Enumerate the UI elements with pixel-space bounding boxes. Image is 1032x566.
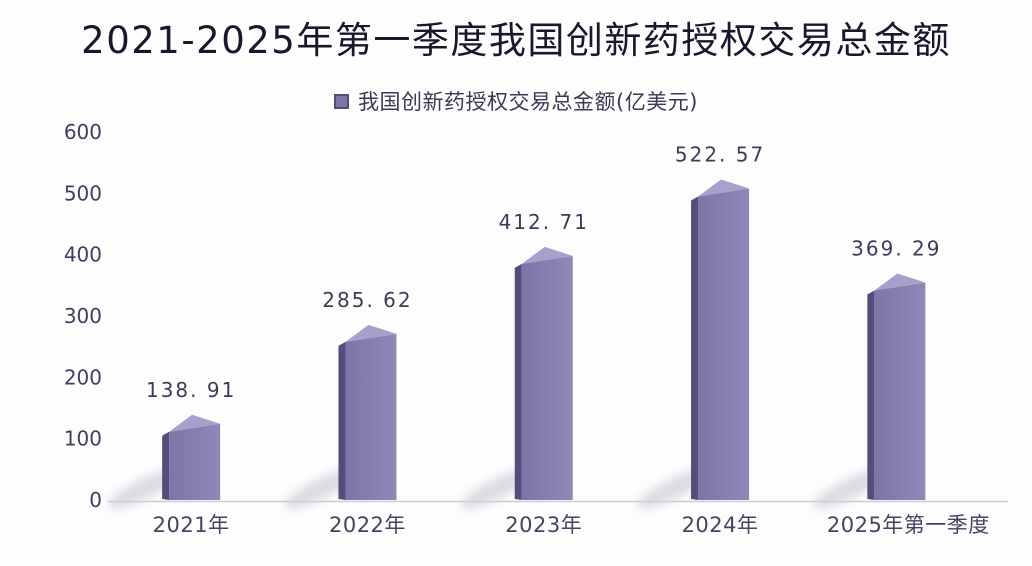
bar-3d — [338, 324, 397, 500]
bar-front-face — [698, 188, 750, 500]
y-tick-label: 0 — [89, 488, 102, 512]
bar-side-face — [162, 431, 170, 500]
y-tick-label: 400 — [64, 243, 102, 267]
legend-swatch-icon — [334, 93, 350, 109]
bar-top-face — [345, 324, 397, 342]
bar-3d — [514, 246, 573, 500]
bar-top-face — [698, 179, 750, 197]
bar-front-face — [345, 333, 397, 500]
bar-3d — [162, 414, 221, 500]
bar-front-face — [874, 282, 926, 500]
bar-value-label: 138. 91 — [146, 378, 236, 402]
x-category-label: 2025年第一季度 — [827, 513, 990, 537]
chart-legend: 我国创新药授权交易总金额(亿美元) — [0, 86, 1032, 116]
bar-value-label: 522. 57 — [675, 142, 765, 166]
bar-3d — [867, 273, 926, 500]
bar-value-label: 369. 29 — [851, 237, 941, 261]
bar-front-face — [169, 423, 221, 500]
bar-top-face — [521, 246, 573, 264]
legend-label: 我国创新药授权交易总金额(亿美元) — [358, 90, 698, 114]
chart-title: 2021-2025年第一季度我国创新药授权交易总金额 — [81, 19, 951, 62]
bar-top-face — [169, 414, 221, 432]
x-category-label: 2021年 — [153, 513, 230, 537]
y-tick-label: 200 — [64, 365, 102, 389]
y-tick-label: 100 — [64, 427, 102, 451]
bar-side-face — [867, 290, 875, 500]
bar-value-label: 285. 62 — [322, 288, 412, 312]
x-category-label: 2024年 — [682, 513, 759, 537]
y-tick-label: 300 — [64, 304, 102, 328]
x-category-label: 2023年 — [505, 513, 582, 537]
bar-side-face — [338, 341, 346, 500]
bar-3d — [691, 179, 750, 500]
y-tick-label: 600 — [64, 120, 102, 144]
bar-value-label: 412. 71 — [499, 210, 589, 234]
y-tick-label: 500 — [64, 181, 102, 205]
x-category-label: 2022年 — [329, 513, 406, 537]
bar-side-face — [691, 196, 699, 500]
bar-top-face — [874, 273, 926, 291]
bar-side-face — [514, 263, 522, 500]
bar-front-face — [521, 255, 573, 500]
